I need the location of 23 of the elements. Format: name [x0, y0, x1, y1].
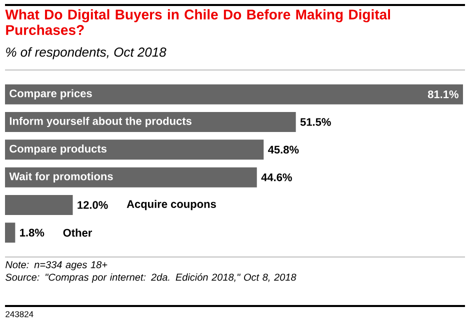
data-label: 45.8%: [268, 146, 299, 154]
y-tick-label: Wait for promotions: [9, 172, 113, 182]
text: Note: n=334 ages 18+: [6, 261, 108, 270]
y-tick-label: Acquire coupons: [126, 200, 216, 210]
data-label: 1.8%: [20, 228, 44, 237]
bar: [5, 84, 463, 104]
chart-title: What Do Digital Buyers in Chile Do Before Making Digital Purchases?: [5, 9, 390, 35]
bar: [5, 167, 257, 188]
bar: [5, 194, 73, 215]
chart-subtitle: % of respondents, Oct 2018: [6, 47, 166, 60]
data-label: 12.0%: [78, 201, 108, 209]
y-tick-label: Compare prices: [10, 89, 92, 100]
bar: [5, 112, 296, 132]
text: 243824: [6, 311, 34, 318]
source-note: Source: "Compras por internet: 2da. Edición 2018," Oct 8, 2018: [5, 273, 296, 283]
data-label: 44.6%: [261, 173, 292, 182]
y-tick-label: Compare products: [10, 144, 107, 155]
y-tick-label: Other: [63, 228, 92, 237]
bar: [5, 222, 16, 243]
data-label: 81.1%: [428, 90, 458, 98]
y-tick-label: Inform yourself about the products: [10, 116, 192, 128]
data-label: 51.5%: [300, 118, 331, 126]
bar: [5, 140, 264, 160]
